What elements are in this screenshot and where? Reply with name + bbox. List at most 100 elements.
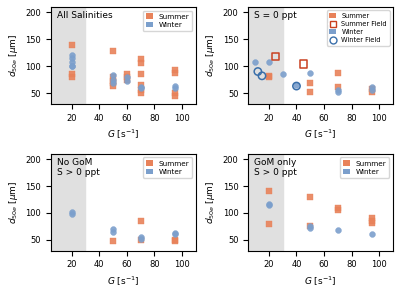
Point — [266, 60, 272, 64]
Point — [110, 49, 116, 53]
Point — [293, 83, 300, 87]
Point — [68, 72, 75, 77]
Point — [110, 84, 116, 88]
Point — [266, 201, 272, 206]
Point — [369, 219, 376, 223]
Point — [138, 237, 144, 242]
Bar — [248, 154, 283, 251]
Point — [138, 236, 144, 241]
Point — [68, 75, 75, 79]
Point — [138, 88, 144, 93]
Point — [110, 81, 116, 86]
Point — [138, 85, 144, 90]
Point — [68, 56, 75, 60]
Point — [172, 70, 178, 75]
Text: S = 0 ppt: S = 0 ppt — [254, 11, 297, 20]
Legend: Summer, Winter: Summer, Winter — [340, 157, 390, 178]
Y-axis label: $d_{50e}$ [$\mu$m]: $d_{50e}$ [$\mu$m] — [7, 181, 20, 224]
X-axis label: $G$ [s$^{-1}$]: $G$ [s$^{-1}$] — [304, 275, 337, 288]
Point — [124, 72, 130, 77]
Point — [124, 78, 130, 83]
Point — [266, 189, 272, 194]
Point — [138, 235, 144, 240]
Y-axis label: $d_{50e}$ [$\mu$m]: $d_{50e}$ [$\mu$m] — [204, 181, 217, 224]
Point — [172, 94, 178, 98]
Point — [369, 220, 376, 225]
Point — [300, 62, 306, 66]
Point — [172, 68, 178, 72]
Point — [335, 208, 341, 213]
Point — [138, 84, 144, 89]
Text: No GoM
S > 0 ppt: No GoM S > 0 ppt — [57, 158, 100, 177]
Point — [307, 71, 314, 76]
Point — [172, 91, 178, 95]
Point — [110, 75, 116, 79]
Point — [110, 73, 116, 78]
Y-axis label: $d_{50e}$ [$\mu$m]: $d_{50e}$ [$\mu$m] — [7, 34, 20, 77]
Point — [110, 227, 116, 232]
Point — [68, 209, 75, 214]
Point — [307, 194, 314, 199]
Point — [266, 75, 272, 79]
Point — [266, 203, 272, 207]
Bar — [248, 7, 283, 104]
Point — [138, 57, 144, 62]
Point — [266, 221, 272, 226]
Point — [124, 75, 130, 79]
Point — [307, 226, 314, 230]
Point — [255, 69, 261, 74]
Point — [307, 81, 314, 86]
Point — [172, 239, 178, 243]
Point — [335, 84, 341, 89]
Point — [369, 86, 376, 91]
Point — [68, 53, 75, 58]
Point — [369, 88, 376, 93]
Bar — [51, 7, 86, 104]
Point — [280, 71, 286, 76]
Bar — [51, 154, 86, 251]
Legend: Summer, Summer Field, Winter, Winter Field: Summer, Summer Field, Winter, Winter Fie… — [327, 10, 390, 46]
Point — [110, 239, 116, 243]
Point — [369, 84, 376, 89]
Point — [138, 91, 144, 95]
Point — [335, 205, 341, 210]
Point — [172, 231, 178, 236]
X-axis label: $G$ [s$^{-1}$]: $G$ [s$^{-1}$] — [107, 275, 140, 288]
X-axis label: $G$ [s$^{-1}$]: $G$ [s$^{-1}$] — [304, 128, 337, 141]
Point — [307, 224, 314, 229]
Point — [172, 84, 178, 88]
Point — [124, 77, 130, 82]
Point — [68, 64, 75, 68]
Point — [172, 85, 178, 90]
Point — [272, 54, 279, 59]
Point — [335, 88, 341, 93]
X-axis label: $G$ [s$^{-1}$]: $G$ [s$^{-1}$] — [107, 128, 140, 141]
Legend: Summer, Winter: Summer, Winter — [143, 11, 192, 31]
Point — [110, 81, 116, 86]
Point — [138, 72, 144, 77]
Point — [138, 61, 144, 66]
Point — [68, 42, 75, 47]
Point — [307, 224, 314, 229]
Point — [138, 83, 144, 87]
Point — [68, 60, 75, 64]
Point — [335, 228, 341, 232]
Point — [124, 75, 130, 79]
Point — [259, 73, 265, 78]
Point — [68, 64, 75, 68]
Text: GoM only
S > 0 ppt: GoM only S > 0 ppt — [254, 158, 297, 177]
Point — [369, 232, 376, 237]
Point — [252, 60, 258, 64]
Point — [293, 84, 300, 88]
Point — [68, 212, 75, 217]
Point — [369, 216, 376, 221]
Point — [110, 230, 116, 234]
Point — [172, 232, 178, 237]
Point — [369, 90, 376, 94]
Point — [110, 79, 116, 83]
Point — [335, 71, 341, 76]
Point — [172, 237, 178, 242]
Legend: Summer, Winter: Summer, Winter — [143, 157, 192, 178]
Point — [335, 90, 341, 94]
Point — [307, 90, 314, 94]
